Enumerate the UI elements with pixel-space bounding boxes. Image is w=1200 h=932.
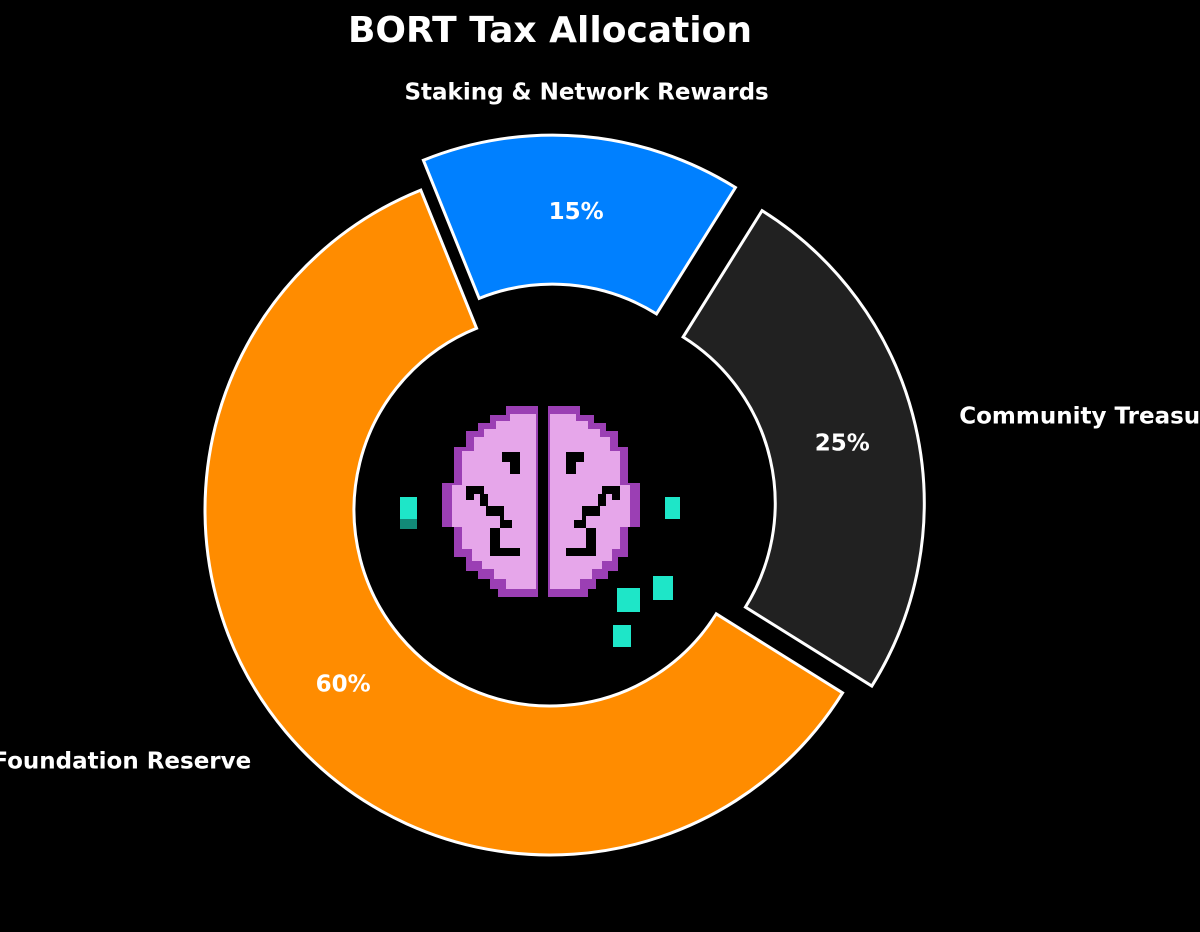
pie-slices: 60% Foundation Reserve 15% Staking & Networ…: [0, 80, 1200, 857]
brain-logo-icon: [400, 406, 680, 647]
slice-staking-and-network-rewards: [421, 133, 738, 316]
chart-title: BORT Tax Allocation: [348, 10, 752, 51]
pct-label-community-treasury: 25%: [815, 431, 870, 457]
category-label-community-treasury: Community Treasury: [959, 404, 1200, 430]
category-label-foundation-reserve: Foundation Reserve: [0, 749, 251, 775]
pct-label-staking-and-network-rewards: 15%: [549, 199, 604, 225]
category-label-staking-and-network-rewards: Staking & Network Rewards: [404, 80, 768, 106]
pct-label-foundation-reserve: 60%: [316, 672, 371, 698]
slice-foundation-reserve: [203, 188, 845, 857]
slice-community-treasury: [681, 208, 926, 689]
